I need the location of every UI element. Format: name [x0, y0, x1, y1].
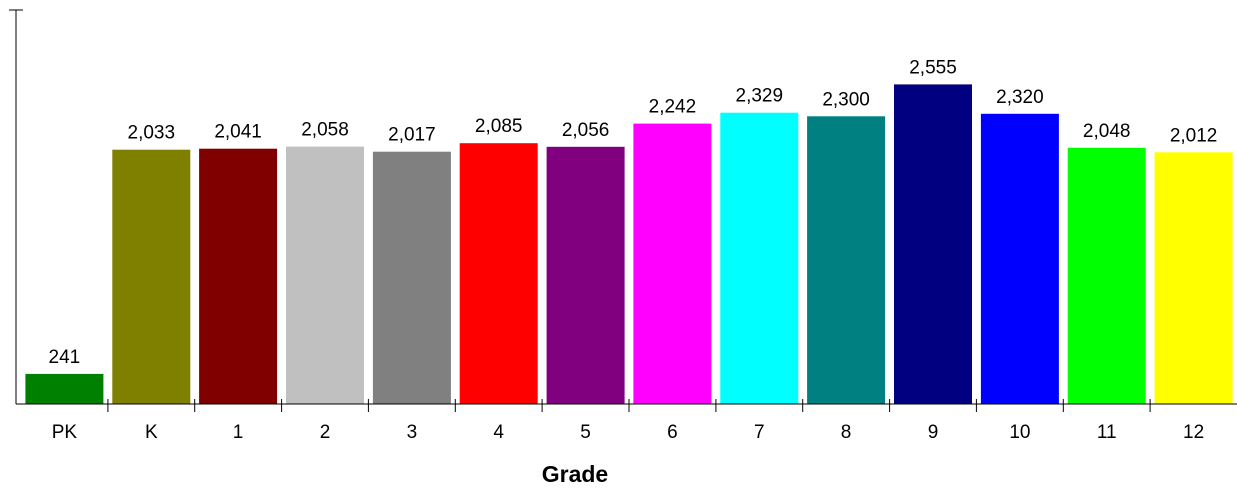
x-tick-label-2: 2 — [320, 422, 331, 443]
x-tick-label-12: 12 — [1183, 422, 1204, 443]
data-label-1: 2,041 — [214, 122, 262, 143]
data-label-2: 2,058 — [301, 120, 349, 141]
data-label-6: 2,242 — [649, 97, 697, 118]
x-tick-label-PK: PK — [52, 422, 78, 443]
data-label-10: 2,320 — [996, 87, 1044, 108]
x-tick-label-4: 4 — [493, 422, 504, 443]
data-label-3: 2,017 — [388, 125, 436, 146]
x-tick-label-9: 9 — [928, 422, 939, 443]
bar-3 — [372, 151, 451, 404]
bar-2 — [286, 146, 364, 404]
x-tick-label-7: 7 — [754, 422, 765, 443]
bar-10 — [980, 113, 1059, 405]
bar-PK — [25, 373, 104, 404]
x-tick-label-K: K — [145, 422, 158, 443]
x-tick-label-6: 6 — [667, 422, 678, 443]
x-axis-title: Grade — [542, 461, 608, 487]
axes-group — [9, 9, 1237, 412]
data-labels-group: 241 2,033 2,041 2,058 2,017 2,085 2,056 2,242 2,… — [49, 57, 1218, 368]
data-label-12: 2,012 — [1170, 125, 1218, 146]
data-label-8: 2,300 — [822, 89, 870, 110]
bar-4 — [459, 143, 538, 404]
bar-11 — [1067, 147, 1146, 405]
x-tick-labels-group: PK K 1 2 3 4 5 6 7 8 9 10 11 12 — [52, 422, 1204, 443]
x-tick-label-11: 11 — [1097, 422, 1117, 443]
bar-K — [112, 149, 191, 404]
bar-6 — [633, 123, 712, 404]
data-label-5: 2,056 — [562, 120, 610, 141]
bar-7 — [720, 112, 799, 404]
data-label-K: 2,033 — [128, 123, 176, 144]
data-label-9: 2,555 — [909, 57, 957, 78]
x-tick-label-8: 8 — [841, 422, 852, 443]
bar-8 — [807, 116, 886, 405]
bar-9 — [894, 84, 972, 405]
bar-5 — [546, 146, 625, 405]
data-label-7: 2,329 — [736, 86, 784, 107]
bar-1 — [199, 148, 278, 404]
data-label-11: 2,048 — [1083, 121, 1131, 142]
x-tick-label-10: 10 — [1009, 422, 1030, 443]
data-label-PK: 241 — [49, 347, 81, 368]
data-label-4: 2,085 — [475, 116, 523, 137]
bars-group — [25, 84, 1233, 405]
x-tick-label-1: 1 — [233, 422, 244, 443]
x-tick-label-3: 3 — [407, 422, 418, 443]
bar-12 — [1154, 152, 1233, 404]
x-tick-label-5: 5 — [580, 422, 591, 443]
